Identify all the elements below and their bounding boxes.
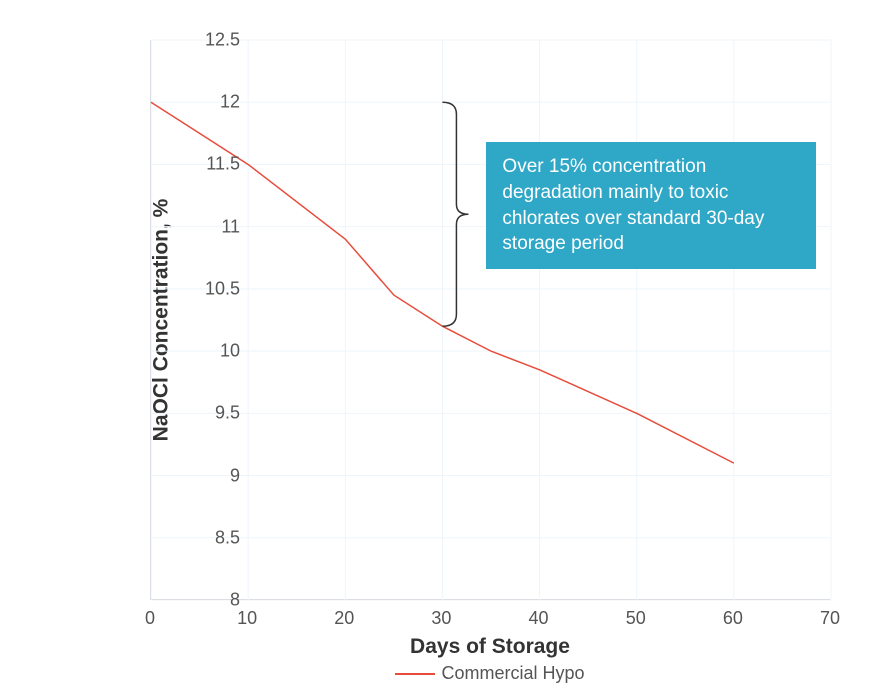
plot-svg bbox=[151, 40, 830, 599]
x-tick: 10 bbox=[227, 608, 267, 629]
y-tick: 12 bbox=[190, 92, 240, 113]
x-tick: 60 bbox=[713, 608, 753, 629]
y-tick: 12.5 bbox=[190, 30, 240, 51]
x-tick: 30 bbox=[421, 608, 461, 629]
chart-container: NaOCl Concentration, % Over 15% concentr… bbox=[80, 20, 860, 660]
x-tick: 70 bbox=[810, 608, 850, 629]
y-tick: 9.5 bbox=[190, 403, 240, 424]
x-axis-label: Days of Storage bbox=[150, 635, 830, 659]
legend: Commercial Hypo bbox=[150, 663, 830, 684]
annotation-callout: Over 15% concentration degradation mainl… bbox=[486, 142, 816, 269]
x-tick: 0 bbox=[130, 608, 170, 629]
x-tick: 20 bbox=[324, 608, 364, 629]
plot-area: Over 15% concentration degradation mainl… bbox=[150, 40, 830, 600]
annotation-bracket bbox=[442, 102, 468, 326]
y-tick: 8.5 bbox=[190, 527, 240, 548]
y-tick: 9 bbox=[190, 465, 240, 486]
legend-label: Commercial Hypo bbox=[441, 663, 584, 683]
x-tick: 50 bbox=[616, 608, 656, 629]
legend-swatch bbox=[395, 673, 435, 675]
y-tick: 10.5 bbox=[190, 278, 240, 299]
y-tick: 11 bbox=[190, 216, 240, 237]
y-tick: 11.5 bbox=[190, 154, 240, 175]
x-tick: 40 bbox=[519, 608, 559, 629]
y-tick: 10 bbox=[190, 341, 240, 362]
annotation-text: Over 15% concentration degradation mainl… bbox=[502, 156, 764, 254]
